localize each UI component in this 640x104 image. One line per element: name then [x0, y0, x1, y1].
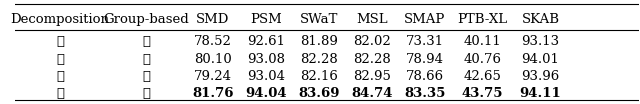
Text: 78.52: 78.52 [194, 35, 232, 48]
Text: 81.89: 81.89 [300, 35, 338, 48]
Text: 78.66: 78.66 [406, 70, 444, 83]
Text: 80.10: 80.10 [194, 53, 232, 66]
Text: ✓: ✓ [56, 87, 64, 100]
Text: 81.76: 81.76 [192, 87, 234, 100]
Text: 40.11: 40.11 [464, 35, 502, 48]
Text: 93.96: 93.96 [521, 70, 559, 83]
Text: ✓: ✓ [56, 70, 64, 83]
Text: SMD: SMD [196, 13, 230, 26]
Text: 82.16: 82.16 [300, 70, 338, 83]
Text: 82.28: 82.28 [353, 53, 391, 66]
Text: Decomposition: Decomposition [11, 13, 109, 26]
Text: 92.61: 92.61 [247, 35, 285, 48]
Text: 42.65: 42.65 [464, 70, 502, 83]
Text: 40.76: 40.76 [464, 53, 502, 66]
Text: PSM: PSM [250, 13, 282, 26]
Text: 94.01: 94.01 [522, 53, 559, 66]
Text: 94.11: 94.11 [520, 87, 561, 100]
Text: PTB-XL: PTB-XL [458, 13, 508, 26]
Text: 82.02: 82.02 [353, 35, 391, 48]
Text: 79.24: 79.24 [194, 70, 232, 83]
Text: 43.75: 43.75 [462, 87, 504, 100]
Text: ✗: ✗ [56, 35, 64, 48]
Text: ✗: ✗ [142, 35, 150, 48]
Text: 84.74: 84.74 [351, 87, 393, 100]
Text: ✓: ✓ [142, 87, 150, 100]
Text: ✓: ✓ [142, 53, 150, 66]
Text: 93.04: 93.04 [247, 70, 285, 83]
Text: 82.28: 82.28 [300, 53, 338, 66]
Text: SWaT: SWaT [300, 13, 338, 26]
Text: SMAP: SMAP [404, 13, 445, 26]
Text: ✗: ✗ [56, 53, 64, 66]
Text: 93.13: 93.13 [522, 35, 559, 48]
Text: 83.35: 83.35 [404, 87, 445, 100]
Text: MSL: MSL [356, 13, 388, 26]
Text: Group-based: Group-based [103, 13, 189, 26]
Text: 83.69: 83.69 [298, 87, 340, 100]
Text: ✗: ✗ [142, 70, 150, 83]
Text: 73.31: 73.31 [406, 35, 444, 48]
Text: SKAB: SKAB [522, 13, 559, 26]
Text: 94.04: 94.04 [245, 87, 287, 100]
Text: 82.95: 82.95 [353, 70, 391, 83]
Text: 78.94: 78.94 [406, 53, 444, 66]
Text: 93.08: 93.08 [247, 53, 285, 66]
